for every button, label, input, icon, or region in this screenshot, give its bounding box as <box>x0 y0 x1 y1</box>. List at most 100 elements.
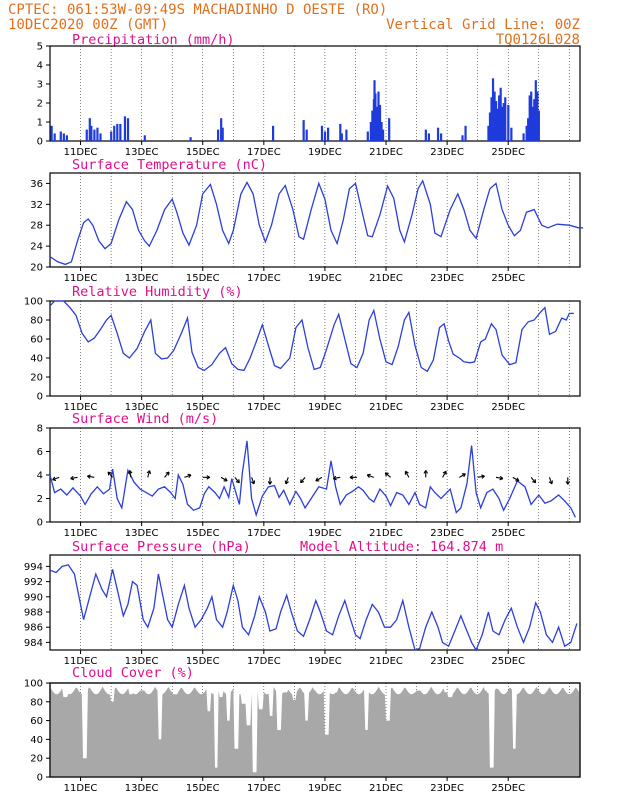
cloud-xtick-label: 19DEC <box>308 783 342 794</box>
precip-bar <box>440 133 443 141</box>
pressure-xtick-label: 25DEC <box>491 656 525 667</box>
wind-arrow-head <box>349 475 354 480</box>
rh-xtick-label: 21DEC <box>369 402 403 413</box>
precip-bar <box>522 133 525 141</box>
wind-arrow-head <box>267 481 273 485</box>
precip-bar <box>510 127 513 141</box>
rh-ytick-label: 0 <box>37 392 43 403</box>
precip-bar <box>85 129 88 141</box>
wind-arrow-shaft <box>548 477 553 485</box>
precip-bar <box>119 123 122 141</box>
cloud-ytick-label: 0 <box>37 773 43 784</box>
precip-bar <box>340 133 343 141</box>
precip-ytick-label: 5 <box>37 42 43 53</box>
temp-title: Surface Temperature (nC) <box>72 157 267 173</box>
wind-arrow-head <box>223 477 228 482</box>
wind-arrow-head <box>146 470 152 475</box>
cloud-xtick-label: 11DEC <box>64 783 98 794</box>
wind-arrow-shaft <box>184 474 192 478</box>
pressure-ytick-label: 994 <box>24 562 43 573</box>
wind-arrow-shaft <box>147 470 151 478</box>
precip-bar <box>65 135 69 141</box>
wind-arrow-head <box>165 471 170 476</box>
precip-bar <box>490 97 493 141</box>
temp-xtick-label: 13DEC <box>125 273 159 284</box>
precip-bar <box>143 135 146 141</box>
wind-ytick-label: 8 <box>37 424 43 435</box>
temp-xtick-label: 23DEC <box>430 273 464 284</box>
wind-xtick-label: 15DEC <box>186 528 220 539</box>
temp-series-line <box>49 179 584 266</box>
precip-bar <box>537 110 540 141</box>
wind-series-line <box>49 440 576 518</box>
precip-ytick-label: 1 <box>37 118 43 129</box>
rh-xtick-label: 19DEC <box>308 402 342 413</box>
precip-xtick-label: 13DEC <box>125 147 159 158</box>
wind-arrow-head <box>384 472 389 477</box>
rh-series-line <box>49 300 574 373</box>
pressure-altitude: Model Altitude: 164.874 m <box>300 539 503 555</box>
wind-arrow-shaft <box>87 475 95 478</box>
temp-xtick-label: 11DEC <box>64 273 98 284</box>
wind-xtick-label: 19DEC <box>308 528 342 539</box>
wind-arrow-shaft <box>315 476 323 482</box>
temp-xtick-label: 15DEC <box>186 273 220 284</box>
temp-xtick-label: 25DEC <box>491 273 525 284</box>
wind-arrow-shaft <box>367 474 374 478</box>
wind-xtick-label: 13DEC <box>125 528 159 539</box>
wind-arrow-head <box>300 479 305 484</box>
precip-bar <box>220 118 223 141</box>
precip-bar <box>221 127 224 141</box>
wind-xtick-label: 17DEC <box>247 528 281 539</box>
wind-xtick-label: 25DEC <box>491 528 525 539</box>
pressure-xtick-label: 13DEC <box>125 656 159 667</box>
wind-arrow-shaft <box>495 476 503 480</box>
pressure-xtick-label: 23DEC <box>430 656 464 667</box>
wind-arrow-shaft <box>220 476 228 482</box>
wind-arrow-shaft <box>164 471 170 478</box>
wind-arrow-shaft <box>442 471 447 478</box>
precip-bar <box>320 125 324 141</box>
rh-xtick-label: 13DEC <box>125 402 159 413</box>
precip-bar <box>96 127 99 141</box>
wind-arrow-head <box>532 479 537 484</box>
pressure-ytick-label: 986 <box>24 623 43 634</box>
precip-bar <box>377 91 380 141</box>
precip-bar <box>366 131 369 141</box>
wind-xtick-label: 11DEC <box>64 528 98 539</box>
cloud-frame-top <box>49 682 581 778</box>
wind-arrow-head <box>548 480 554 485</box>
header-gridline: Vertical Grid Line: 00Z <box>386 17 580 33</box>
precip-bar <box>126 118 130 141</box>
header-date: 10DEC2020 00Z (GMT) <box>8 17 168 33</box>
header-model: TQ0126L028 <box>496 32 580 48</box>
precip-bar <box>501 106 504 141</box>
precip-bar <box>369 122 372 141</box>
precip-bar <box>464 125 467 141</box>
pressure-ytick-label: 984 <box>24 638 43 649</box>
wind-arrow-shaft <box>234 476 240 484</box>
precip-bar <box>339 123 342 141</box>
wind-arrow-shaft <box>333 476 341 480</box>
wind-arrow-shaft <box>129 470 132 478</box>
pressure-xtick-label: 19DEC <box>308 656 342 667</box>
wind-arrow-head <box>461 473 466 478</box>
rh-xtick-label: 23DEC <box>430 402 464 413</box>
precip-bar <box>123 116 127 141</box>
precip-bar <box>371 110 374 141</box>
precip-bar <box>50 125 53 141</box>
temp-xtick-label: 21DEC <box>369 273 403 284</box>
precip-ytick-label: 2 <box>37 99 43 110</box>
rh-xtick-label: 11DEC <box>64 402 98 413</box>
wind-arrow-head <box>442 470 447 475</box>
precip-bar <box>53 133 56 141</box>
wind-arrow-shaft <box>477 475 485 478</box>
rh-xtick-label: 17DEC <box>247 402 281 413</box>
pressure-xtick-label: 11DEC <box>64 656 98 667</box>
cloud-ytick-label: 40 <box>30 735 43 746</box>
cloud-xtick-label: 15DEC <box>186 783 220 794</box>
wind-arrow-head <box>206 475 211 480</box>
wind-arrow-shaft <box>285 477 289 485</box>
wind-arrow-shaft <box>52 476 60 481</box>
rh-ytick-label: 100 <box>24 297 43 308</box>
